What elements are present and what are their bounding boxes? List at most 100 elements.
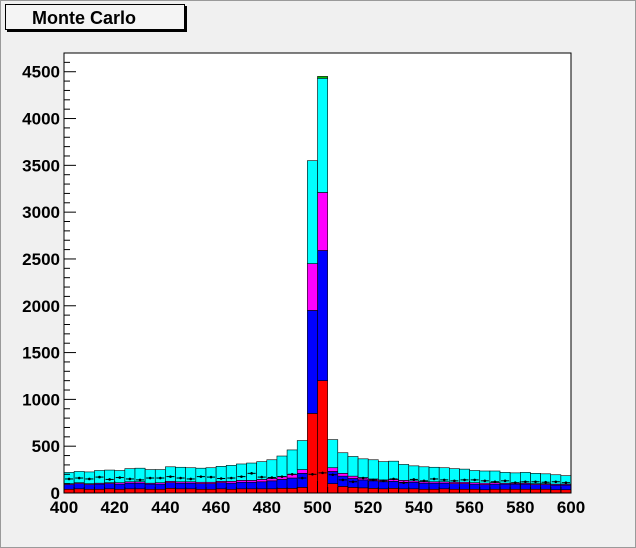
bar-blue-16 [225,482,237,490]
bar-magenta-27 [337,473,349,477]
x-tick-label-500: 500 [303,498,331,517]
bar-blue-35 [418,482,430,490]
bar-blue-14 [205,483,217,490]
bar-cyan-11 [175,466,186,483]
data-point-49 [561,481,570,485]
data-point-24 [308,472,317,476]
data-point-0 [65,477,74,481]
data-point-41 [480,479,489,483]
bar-red-0 [63,488,75,494]
data-point-45 [521,480,530,484]
bar-green-25 [317,76,328,79]
bar-red-36 [428,488,440,494]
data-point-16 [227,476,236,480]
bar-red-27 [337,486,349,494]
data-point-17 [237,475,246,478]
data-point-12 [186,477,195,481]
bar-blue-43 [499,483,511,490]
bar-red-5 [114,488,126,494]
bar-red-44 [509,488,521,494]
data-point-15 [217,477,226,480]
data-point-25 [318,471,327,475]
bar-red-26 [327,483,339,494]
data-point-13 [196,475,205,478]
data-point-32 [389,477,398,481]
data-point-39 [460,478,469,482]
data-point-9 [156,476,165,480]
bar-blue-39 [459,483,470,490]
bar-blue-24 [307,310,318,414]
bar-magenta-28 [347,475,359,479]
bar-red-7 [134,488,146,494]
bar-cyan-25 [317,77,328,193]
bar-cyan-27 [337,452,349,474]
x-tick-label-400: 400 [50,498,78,517]
bar-red-12 [185,488,197,494]
bar-red-29 [357,487,369,494]
bar-cyan-21 [276,455,288,477]
bar-red-43 [499,488,511,494]
x-tick-label-440: 440 [151,498,179,517]
data-point-5 [115,476,124,479]
bar-blue-44 [509,483,521,490]
x-tick-label-520: 520 [354,498,382,517]
bar-red-32 [388,488,399,494]
bar-blue-27 [337,475,349,487]
data-point-19 [257,475,266,479]
data-point-22 [288,472,297,476]
bar-red-14 [205,488,217,494]
y-tick-label-4000: 4000 [22,110,60,129]
bar-blue-1 [73,483,85,490]
bar-blue-9 [154,483,166,490]
bar-red-18 [246,488,257,494]
x-tick-label-560: 560 [455,498,483,517]
bar-red-28 [347,487,359,494]
data-point-27 [338,478,347,482]
bar-red-25 [317,380,328,494]
axes: 400 420 440 460 480 500 520 540 560 580 600 0 500 100… [22,52,585,517]
data-points [65,471,570,485]
bar-red-19 [256,488,268,494]
bar-red-10 [165,488,176,494]
bar-red-47 [540,488,552,494]
bar-blue-32 [388,480,399,489]
bar-blue-7 [134,482,146,490]
y-tick-label-2500: 2500 [22,250,60,269]
bar-blue-5 [114,483,126,490]
bar-blue-48 [550,484,562,491]
bar-red-46 [530,488,541,494]
bar-blue-45 [519,483,531,490]
data-point-31 [379,479,388,483]
bar-red-35 [418,488,430,494]
x-tick-label-580: 580 [506,498,534,517]
bar-blue-42 [489,483,501,490]
bar-cyan-23 [296,440,308,470]
bar-red-6 [124,488,136,494]
bar-blue-26 [327,471,339,484]
bar-blue-37 [438,482,450,490]
data-point-20 [267,476,276,479]
data-point-36 [430,477,439,481]
chart-title: Monte Carlo [5,4,185,30]
data-point-33 [399,481,408,485]
data-point-34 [409,478,418,481]
bar-blue-21 [276,479,288,489]
bar-red-13 [195,488,207,494]
bar-blue-11 [175,482,186,490]
bar-cyan-9 [154,469,166,484]
bar-blue-38 [449,483,460,490]
bar-red-39 [459,488,470,494]
data-point-1 [75,476,84,480]
data-point-4 [105,478,114,481]
data-point-38 [450,479,459,483]
y-tick-label-1000: 1000 [22,390,60,409]
bar-cyan-10 [165,466,176,482]
bar-blue-40 [469,483,481,490]
bar-blue-6 [124,482,136,490]
bar-red-34 [408,488,420,494]
bar-cyan-29 [357,458,369,478]
bar-blue-34 [408,481,420,490]
bar-magenta-25 [317,192,328,251]
bar-blue-22 [286,477,298,489]
